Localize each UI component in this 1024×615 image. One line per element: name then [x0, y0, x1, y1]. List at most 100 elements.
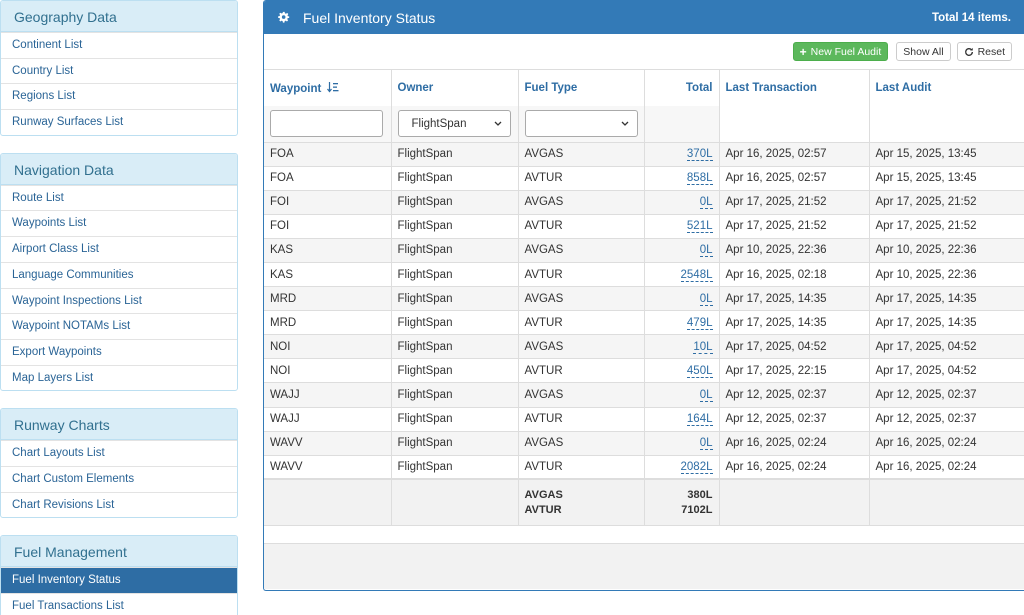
cell-waypoint: NOI — [264, 334, 392, 359]
show-all-button[interactable]: Show All — [896, 42, 951, 61]
cell-fuel-type: AVTUR — [518, 406, 645, 432]
fuel-type-filter-select[interactable] — [524, 110, 638, 138]
cell-last-audit: Apr 10, 2025, 22:36 — [869, 237, 1024, 263]
sidebar-item-map-layers-list[interactable]: Map Layers List — [1, 364, 237, 391]
column-header-total[interactable]: Total — [644, 70, 720, 106]
total-link[interactable]: 164L — [686, 413, 713, 427]
cell-total: 0L — [644, 430, 720, 456]
filter-cell-fuel-type — [518, 106, 645, 143]
sidebar-item-waypoint-inspections-list[interactable]: Waypoint Inspections List — [1, 287, 237, 314]
sidebar-item-chart-custom-elements[interactable]: Chart Custom Elements — [1, 465, 237, 492]
cell-fuel-type: AVTUR — [518, 358, 645, 383]
table-row: WAVV FlightSpan AVTUR 2082L Apr 16, 2025, 02… — [264, 454, 1024, 480]
cell-owner: FlightSpan — [391, 310, 519, 335]
runway-charts-panel: Runway Charts Chart Layouts List Chart C… — [0, 408, 238, 519]
total-link[interactable]: 450L — [686, 364, 713, 378]
total-link[interactable]: 0L — [699, 437, 713, 451]
sidebar-item-fuel-inventory-status[interactable]: Fuel Inventory Status — [1, 567, 237, 593]
refresh-icon — [964, 47, 974, 57]
cell-waypoint: WAJJ — [264, 406, 392, 432]
cell-last-audit: Apr 17, 2025, 04:52 — [869, 334, 1024, 359]
table-row: WAVV FlightSpan AVGAS 0L Apr 16, 2025, 02:24… — [264, 430, 1024, 456]
cell-owner: FlightSpan — [391, 358, 519, 383]
total-items-count: Total 14 items. — [931, 11, 1011, 24]
sidebar-item-runway-surfaces-list[interactable]: Runway Surfaces List — [1, 109, 237, 135]
column-header-owner[interactable]: Owner — [391, 70, 519, 106]
panel-heading-runway-charts: Runway Charts — [1, 409, 237, 441]
sidebar-item-continent-list[interactable]: Continent List — [1, 32, 237, 58]
toolbar: + New Fuel Audit Show All Reset — [264, 34, 1024, 70]
cell-waypoint: KAS — [264, 261, 392, 287]
cell-last-audit: Apr 16, 2025, 02:24 — [869, 430, 1024, 456]
sidebar-item-country-list[interactable]: Country List — [1, 57, 237, 84]
cell-last-transaction: Apr 17, 2025, 14:35 — [719, 286, 870, 311]
cell-waypoint: WAVV — [264, 430, 392, 456]
sidebar-item-fuel-transactions-list[interactable]: Fuel Transactions List — [1, 593, 237, 615]
cell-waypoint: NOI — [264, 358, 392, 383]
waypoint-filter-input[interactable] — [270, 110, 383, 138]
cell-total: 479L — [644, 310, 720, 335]
cell-last-transaction: Apr 16, 2025, 02:57 — [719, 141, 870, 167]
reset-button[interactable]: Reset — [956, 42, 1012, 61]
cell-owner: FlightSpan — [391, 141, 519, 167]
chevron-down-icon — [494, 118, 502, 130]
sidebar-item-regions-list[interactable]: Regions List — [1, 83, 237, 109]
column-header-last-audit[interactable]: Last Audit — [875, 82, 932, 94]
cell-last-audit: Apr 12, 2025, 02:37 — [869, 406, 1024, 432]
table-row: WAJJ FlightSpan AVGAS 0L Apr 12, 2025, 02:37… — [264, 382, 1024, 408]
cell-last-transaction: Apr 17, 2025, 14:35 — [719, 310, 870, 335]
total-link[interactable]: 0L — [699, 196, 713, 210]
main-header: Fuel Inventory Status Total 14 items. — [264, 1, 1024, 34]
table-row: MRD FlightSpan AVTUR 479L Apr 17, 2025, 14:3… — [264, 310, 1024, 335]
total-link[interactable]: 10L — [693, 340, 713, 354]
owner-filter-select[interactable]: FlightSpan — [397, 110, 511, 138]
total-link[interactable]: 479L — [686, 316, 713, 330]
total-link[interactable]: 2082L — [680, 461, 713, 475]
total-link[interactable]: 0L — [699, 388, 713, 402]
cell-waypoint: FOI — [264, 213, 392, 239]
summary-totals: 380L 7102L — [644, 478, 720, 526]
cell-last-audit: Apr 15, 2025, 13:45 — [869, 141, 1024, 167]
total-link[interactable]: 0L — [699, 244, 713, 258]
cell-last-transaction: Apr 17, 2025, 21:52 — [719, 213, 870, 239]
table-row: FOI FlightSpan AVGAS 0L Apr 17, 2025, 21:52 A… — [264, 189, 1024, 215]
cell-waypoint: MRD — [264, 310, 392, 335]
geography-panel: Geography Data Continent List Country Li… — [0, 0, 238, 136]
total-link[interactable]: 2548L — [680, 268, 713, 282]
sidebar-item-export-waypoints[interactable]: Export Waypoints — [1, 338, 237, 365]
fuel-inventory-table: Waypoint Owner Fuel Type Total Last Tran… — [264, 70, 1024, 526]
cell-owner: FlightSpan — [391, 286, 519, 311]
column-header-last-transaction[interactable]: Last Transaction — [719, 70, 870, 106]
cell-last-transaction: Apr 12, 2025, 02:37 — [719, 406, 870, 432]
cell-last-transaction: Apr 16, 2025, 02:24 — [719, 454, 870, 480]
gear-icon — [277, 11, 290, 24]
sidebar-item-chart-revisions-list[interactable]: Chart Revisions List — [1, 491, 237, 518]
cell-last-audit: Apr 16, 2025, 02:24 — [869, 454, 1024, 480]
table-row: FOA FlightSpan AVGAS 370L Apr 16, 2025, 02:5… — [264, 141, 1024, 167]
cell-last-transaction: Apr 17, 2025, 22:15 — [719, 358, 870, 383]
new-fuel-audit-label: New Fuel Audit — [810, 45, 882, 58]
cell-last-audit: Apr 17, 2025, 14:35 — [869, 310, 1024, 335]
sidebar-item-chart-layouts-list[interactable]: Chart Layouts List — [1, 440, 237, 466]
main-panel: Fuel Inventory Status Total 14 items. + … — [263, 0, 1024, 591]
sidebar-item-airport-class-list[interactable]: Airport Class List — [1, 236, 237, 262]
cell-last-audit: Apr 17, 2025, 21:52 — [869, 189, 1024, 215]
cell-total: 858L — [644, 165, 720, 191]
table-row: WAJJ FlightSpan AVTUR 164L Apr 12, 2025, 02:… — [264, 406, 1024, 432]
table-header-row: Waypoint Owner Fuel Type Total Last Tran… — [264, 70, 1024, 106]
table-row: NOI FlightSpan AVTUR 450L Apr 17, 2025, 22:1… — [264, 358, 1024, 383]
total-link[interactable]: 858L — [686, 172, 713, 186]
cell-fuel-type: AVTUR — [518, 454, 645, 480]
sidebar-item-waypoints-list[interactable]: Waypoints List — [1, 210, 237, 236]
cell-owner: FlightSpan — [391, 430, 519, 456]
total-link[interactable]: 521L — [686, 220, 713, 234]
sidebar-item-waypoint-notams-list[interactable]: Waypoint NOTAMs List — [1, 313, 237, 339]
column-header-waypoint[interactable]: Waypoint — [264, 70, 392, 106]
new-fuel-audit-button[interactable]: + New Fuel Audit — [792, 42, 889, 61]
sidebar-item-route-list[interactable]: Route List — [1, 184, 237, 211]
total-link[interactable]: 0L — [699, 292, 713, 306]
column-header-fuel-type[interactable]: Fuel Type — [518, 70, 645, 106]
total-link[interactable]: 370L — [686, 148, 713, 162]
fuel-management-panel: Fuel Management Fuel Inventory Status Fu… — [0, 535, 238, 615]
sidebar-item-language-communities[interactable]: Language Communities — [1, 261, 237, 288]
